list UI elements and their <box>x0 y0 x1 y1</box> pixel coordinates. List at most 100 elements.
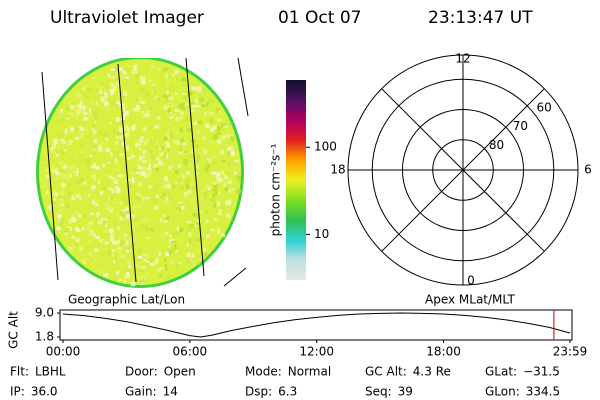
pixel <box>110 90 115 95</box>
pixel <box>89 221 94 225</box>
y-tick-label: 1.8 <box>35 330 54 344</box>
pixel <box>152 188 158 192</box>
pixel <box>162 236 166 239</box>
pixel <box>181 102 185 106</box>
pixel <box>68 214 74 218</box>
footer-label: Door: <box>125 365 158 379</box>
pixel <box>142 160 147 163</box>
pixel <box>192 263 197 266</box>
pixel <box>75 193 80 199</box>
pixel <box>132 177 135 182</box>
pixel <box>126 249 130 253</box>
pixel <box>88 251 93 256</box>
pixel <box>168 250 172 255</box>
footer-value: 4.3 Re <box>413 365 451 379</box>
footer-value: LBHL <box>35 365 66 379</box>
pixel <box>159 152 165 157</box>
pixel <box>119 216 124 221</box>
pixel <box>49 204 54 207</box>
pixel <box>95 88 100 93</box>
pixel <box>175 181 178 184</box>
pixel <box>182 84 188 88</box>
pixel <box>214 187 218 191</box>
pixel <box>225 200 231 205</box>
pixel <box>165 72 168 78</box>
x-tick-label: 00:00 <box>46 345 81 359</box>
pixel <box>89 154 93 158</box>
pixel <box>189 224 194 228</box>
pixel <box>123 165 129 170</box>
pixel <box>43 185 46 189</box>
pixel <box>165 253 170 257</box>
pixel <box>109 160 114 164</box>
pixel <box>124 214 130 219</box>
pixel <box>196 130 200 134</box>
pixel <box>164 264 167 267</box>
pixel <box>68 139 73 143</box>
pixel <box>91 144 97 148</box>
pixel <box>79 195 82 200</box>
pixel <box>195 109 199 113</box>
pixel <box>141 110 145 114</box>
pixel <box>135 81 140 84</box>
pixel <box>58 161 63 165</box>
x-tick-label: 12:00 <box>299 345 334 359</box>
pixel <box>135 104 141 110</box>
pixel <box>155 194 159 199</box>
pixel <box>122 237 127 240</box>
pixel <box>128 178 132 181</box>
y-axis-label: GC Alt <box>7 311 21 349</box>
pixel <box>179 145 182 151</box>
pixel <box>90 253 94 259</box>
time: 23:13:47 UT <box>428 8 533 28</box>
pixel <box>205 219 209 223</box>
pixel <box>115 88 120 92</box>
pixel <box>91 199 96 204</box>
pixel <box>156 268 161 272</box>
pixel <box>88 194 91 197</box>
pixel <box>60 193 65 196</box>
pixel <box>92 77 95 80</box>
pixel <box>47 205 51 210</box>
ring-label: 60 <box>537 101 552 115</box>
footer-label: Dsp: <box>245 385 272 399</box>
pixel <box>82 106 87 109</box>
footer-label: Seq: <box>365 385 392 399</box>
pixel <box>146 253 150 259</box>
pixel <box>57 145 60 149</box>
pixel <box>223 123 227 127</box>
pixel <box>161 164 166 167</box>
pixel <box>53 138 58 144</box>
pixel <box>169 222 172 227</box>
pixel <box>174 249 178 253</box>
pixel <box>166 179 169 183</box>
pixel <box>71 194 75 200</box>
pixel <box>115 103 119 108</box>
pixel <box>125 271 130 275</box>
pixel <box>201 102 207 105</box>
pixel <box>137 194 142 198</box>
pixel <box>139 104 142 108</box>
pixel <box>59 137 65 142</box>
pixel <box>212 121 216 124</box>
pixel <box>168 165 171 170</box>
footer-value: Open <box>164 365 196 379</box>
pixel <box>143 276 146 280</box>
pixel <box>142 254 147 257</box>
pixel <box>167 136 172 141</box>
pixel <box>202 189 207 192</box>
pixel <box>192 172 197 176</box>
pixel <box>167 94 172 97</box>
pixel <box>103 273 109 277</box>
pixel <box>130 125 136 131</box>
pixel <box>69 101 74 107</box>
pixel <box>164 184 168 189</box>
pixel <box>166 148 171 151</box>
pixel <box>181 93 187 96</box>
pixel <box>196 145 199 148</box>
pixel <box>109 234 115 238</box>
pixel <box>52 197 57 202</box>
date: 01 Oct 07 <box>278 8 361 28</box>
pixel <box>87 222 91 225</box>
pixel <box>91 186 94 192</box>
